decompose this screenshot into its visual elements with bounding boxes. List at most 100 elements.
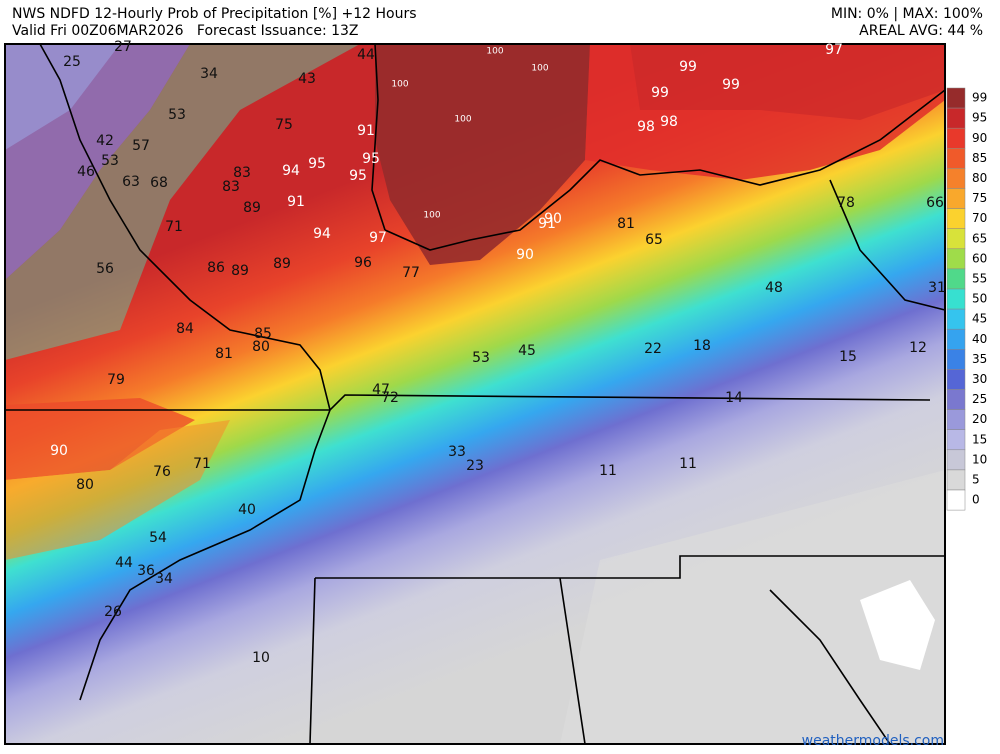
credit: weathermodels.com (802, 733, 944, 749)
map-value-label: 46 (77, 164, 95, 180)
map-value-label: 94 (282, 163, 300, 179)
legend-label: 45 (972, 312, 987, 326)
map-value-label: 77 (402, 265, 420, 281)
map-value-label: 53 (472, 350, 490, 366)
map-value-label: 47 (372, 382, 390, 398)
map-value-label: 12 (909, 340, 927, 356)
map-value-label: 91 (357, 123, 375, 139)
legend-label: 15 (972, 432, 987, 446)
legend-box (946, 288, 966, 310)
legend-label: 25 (972, 392, 987, 406)
map-value-label: 71 (193, 456, 211, 472)
map-value-label: 45 (518, 343, 536, 359)
map-value-label: 95 (349, 168, 367, 184)
legend-box (946, 107, 966, 129)
map-value-label: 81 (617, 216, 635, 232)
map-value-label: 79 (107, 372, 125, 388)
map-value-label: 25 (63, 54, 81, 70)
map-value-label: 81 (215, 346, 233, 362)
legend-box (946, 429, 966, 451)
map-value-label: 80 (252, 339, 270, 355)
legend-box (946, 369, 966, 390)
map-value-label: 72 (381, 390, 399, 406)
map-value-label: 99 (651, 85, 669, 101)
legend-label: 75 (972, 191, 987, 205)
legend-label: 95 (972, 111, 987, 125)
map-value-label: 18 (693, 338, 711, 354)
map-value-label: 14 (725, 390, 743, 406)
legend-box (946, 308, 966, 330)
map-value-label: 86 (207, 260, 225, 276)
legend-box (946, 449, 966, 471)
map-value-label: 90 (50, 443, 68, 459)
map-value-label: 78 (837, 195, 855, 211)
legend-label: 20 (972, 412, 987, 426)
map-value-label: 42 (96, 133, 114, 149)
map-value-label: 43 (298, 71, 316, 87)
valid-time: Valid Fri 00Z06MAR2026 Forecast Issuance… (12, 23, 359, 39)
legend-label: 30 (972, 372, 987, 386)
map-value-label: 97 (369, 230, 387, 246)
map-value-label: 40 (238, 502, 256, 518)
legend-box (946, 328, 966, 350)
map-value-label: 83 (233, 165, 251, 181)
map-value-label: 65 (645, 232, 663, 248)
map-value-label: 66 (926, 195, 944, 211)
legend-box (946, 87, 966, 109)
map-value-label: 80 (76, 477, 94, 493)
legend-label: 85 (972, 151, 987, 165)
map-value-label: 53 (168, 107, 186, 123)
legend-label: 5 (972, 472, 980, 486)
legend-label: 50 (972, 292, 987, 306)
map-value-label: 90 (516, 247, 534, 263)
legend-label: 65 (972, 231, 987, 245)
map-value-label: 94 (313, 226, 331, 242)
map-value-label: 11 (599, 463, 617, 479)
map-value-label: 10 (252, 650, 270, 666)
legend-box (946, 409, 966, 430)
map-value-label: 83 (222, 179, 240, 195)
map-value-label: 98 (660, 114, 678, 130)
map-value-label: 90 (544, 211, 562, 227)
legend-label: 60 (972, 251, 987, 265)
map-value-label: 100 (486, 47, 503, 57)
map-value-label: 76 (153, 464, 171, 480)
map-value-label: 48 (765, 280, 783, 296)
map-value-label: 27 (114, 39, 132, 55)
map-value-label: 85 (254, 326, 272, 342)
legend-label: 0 (972, 493, 980, 507)
areal-average: AREAL AVG: 44 % (859, 23, 983, 39)
map-value-label: 68 (150, 175, 168, 191)
map-value-label: 91 (287, 194, 305, 210)
legend-box (946, 469, 966, 491)
map-value-label: 56 (96, 261, 114, 277)
map-value-label: 23 (466, 458, 484, 474)
legend-label: 10 (972, 452, 987, 466)
map-value-label: 100 (391, 80, 408, 90)
map-value-label: 97 (825, 42, 843, 58)
map-value-label: 99 (679, 59, 697, 75)
map-value-label: 44 (115, 555, 133, 571)
legend-box (946, 168, 966, 189)
legend-box (946, 148, 966, 169)
map-value-label: 53 (101, 153, 119, 169)
map-value-label: 63 (122, 174, 140, 190)
map-value-label: 89 (243, 200, 261, 216)
map-value-label: 34 (200, 66, 218, 82)
legend-box (946, 188, 966, 209)
map-value-label: 98 (637, 119, 655, 135)
legend-label: 40 (972, 332, 987, 346)
map-value-label: 91 (538, 216, 556, 232)
map-value-label: 89 (273, 256, 291, 272)
legend-label: 99 (972, 91, 987, 105)
min-max: MIN: 0% | MAX: 100% (831, 6, 983, 22)
legend-box (946, 127, 966, 149)
map-value-label: 15 (839, 349, 857, 365)
legend-label: 80 (972, 171, 987, 185)
map-value-label: 44 (357, 47, 375, 63)
legend-box (946, 208, 966, 229)
map (4, 43, 946, 745)
legend-label: 35 (972, 352, 987, 366)
